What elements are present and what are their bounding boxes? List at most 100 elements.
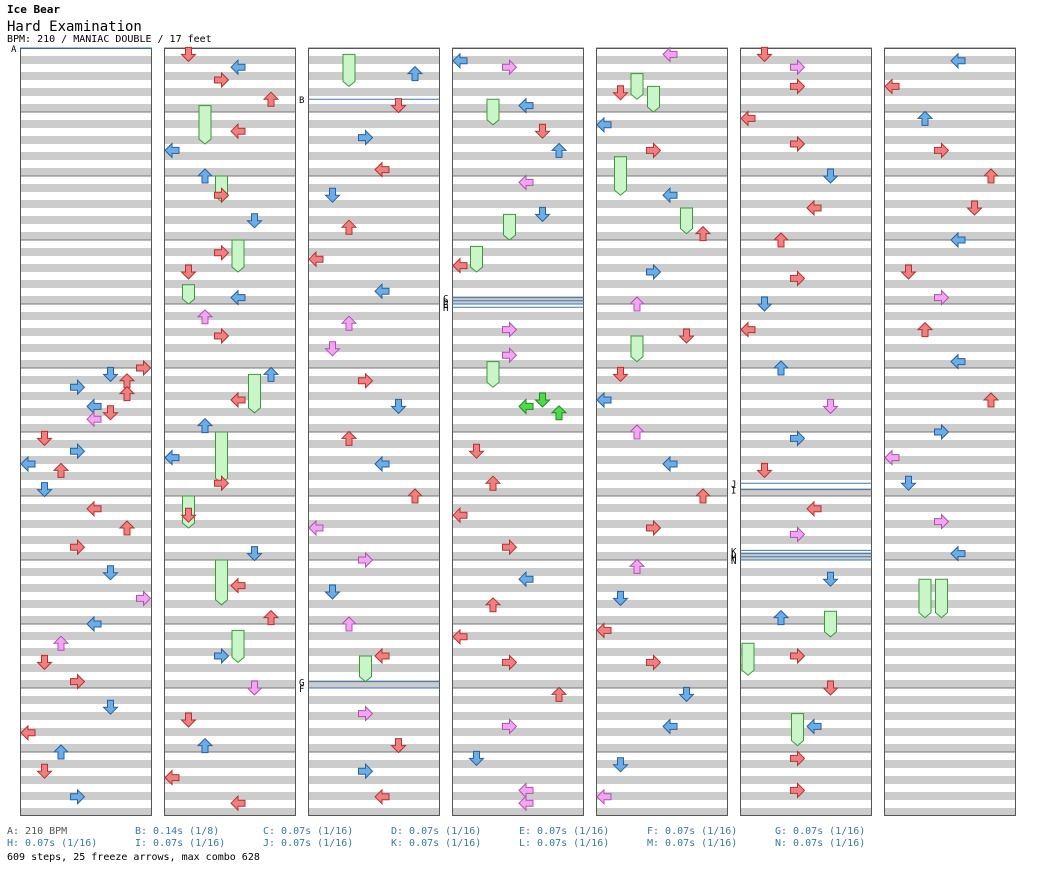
step-arrow-up [694,488,712,504]
beat-stripe [740,168,872,176]
step-arrow-left [950,52,966,70]
beat-stripe [164,648,296,656]
beat-stripe [452,504,584,512]
beat-stripe [20,184,152,192]
step-arrow-up [52,744,70,760]
freeze-arrow [918,578,932,619]
step-arrow-down [612,85,629,101]
step-arrow-right [646,519,662,537]
beat-stripe [308,424,440,432]
beat-stripe [884,680,1016,688]
step-arrow-right [502,718,518,735]
beat-stripe [164,696,296,704]
step-arrow-down [612,757,629,773]
beat-stripe [308,440,440,448]
beat-stripe [452,392,584,400]
step-arrow-right [70,538,86,556]
beat-stripe [20,616,152,624]
step-arrow-left [740,321,756,338]
beat-stripe [740,200,872,208]
step-arrow-left [230,391,246,409]
step-arrow-down [36,482,53,498]
step-arrow-right [934,513,950,530]
freeze-arrow [647,85,660,113]
step-arrow-left [308,250,324,268]
beat-stripe [596,424,728,432]
step-arrow-right [790,647,806,665]
beat-stripe [20,168,152,176]
beat-stripe [740,312,872,320]
beat-stripe [596,136,728,144]
beat-stripe [20,104,152,112]
step-arrow-up [52,635,70,651]
beat-stripe [164,72,296,80]
step-arrow-down [390,738,407,754]
beat-stripe [884,664,1016,672]
beat-stripe [452,200,584,208]
beat-stripe [164,136,296,144]
beat-stripe [740,440,872,448]
step-arrow-left [230,122,246,140]
freeze-arrow [630,73,644,100]
beat-stripe [884,376,1016,384]
beat-stripe [884,520,1016,528]
column-frame [308,48,440,816]
beat-stripe [164,584,296,592]
beat-stripe [308,264,440,272]
beat-stripe [452,120,584,128]
beat-stripe [164,712,296,720]
beat-stripe [308,536,440,544]
freeze-arrow [935,578,948,619]
beat-stripe [452,88,584,96]
beat-stripe [596,664,728,672]
legend-item-a: A: 210 BPM [7,826,68,837]
beat-stripe [20,216,152,224]
step-arrow-left [452,506,468,524]
step-arrow-left [950,353,966,370]
step-arrow-left [230,289,246,306]
step-arrow-down [966,200,983,216]
step-arrow-down [102,366,119,383]
freeze-arrow [503,213,516,241]
beat-stripe [740,488,872,496]
beat-stripe [308,776,440,784]
beat-stripe [164,504,296,512]
step-arrow-up [340,616,358,632]
beat-stripe [164,344,296,352]
beat-stripe [452,152,584,160]
beat-stripe [20,200,152,208]
step-arrow-down [390,98,407,114]
legend-item-k: K: 0.07s (1/16) [391,838,482,849]
step-arrow-left [452,628,468,646]
beat-stripe [596,200,728,208]
step-arrow-left [884,78,900,95]
beat-stripe [308,136,440,144]
beat-stripe [452,440,584,448]
step-arrow-right [790,750,806,767]
step-arrow-left [518,398,534,415]
freeze-arrow [198,105,212,145]
beat-stripe [452,312,584,320]
beat-stripe [884,104,1016,112]
beat-stripe [884,248,1016,256]
step-arrow-left [86,615,102,633]
beat-stripe [308,232,440,240]
freeze-arrow [630,335,644,363]
beat-stripe [20,376,152,384]
step-arrow-down [756,46,773,63]
beat-stripe [452,264,584,272]
beat-stripe [740,104,872,112]
beat-stripe [20,88,152,96]
beat-stripe [452,280,584,288]
step-arrow-down [468,750,485,767]
step-arrow-down [822,571,839,587]
beat-stripe [308,808,440,816]
beat-stripe [164,184,296,192]
marker-label: N [731,557,736,567]
beat-stripe [740,568,872,576]
step-arrow-right [934,289,950,306]
beat-stripe [452,760,584,768]
step-arrow-down [612,366,629,383]
freeze-arrow [614,156,627,196]
step-arrow-right [70,378,86,396]
